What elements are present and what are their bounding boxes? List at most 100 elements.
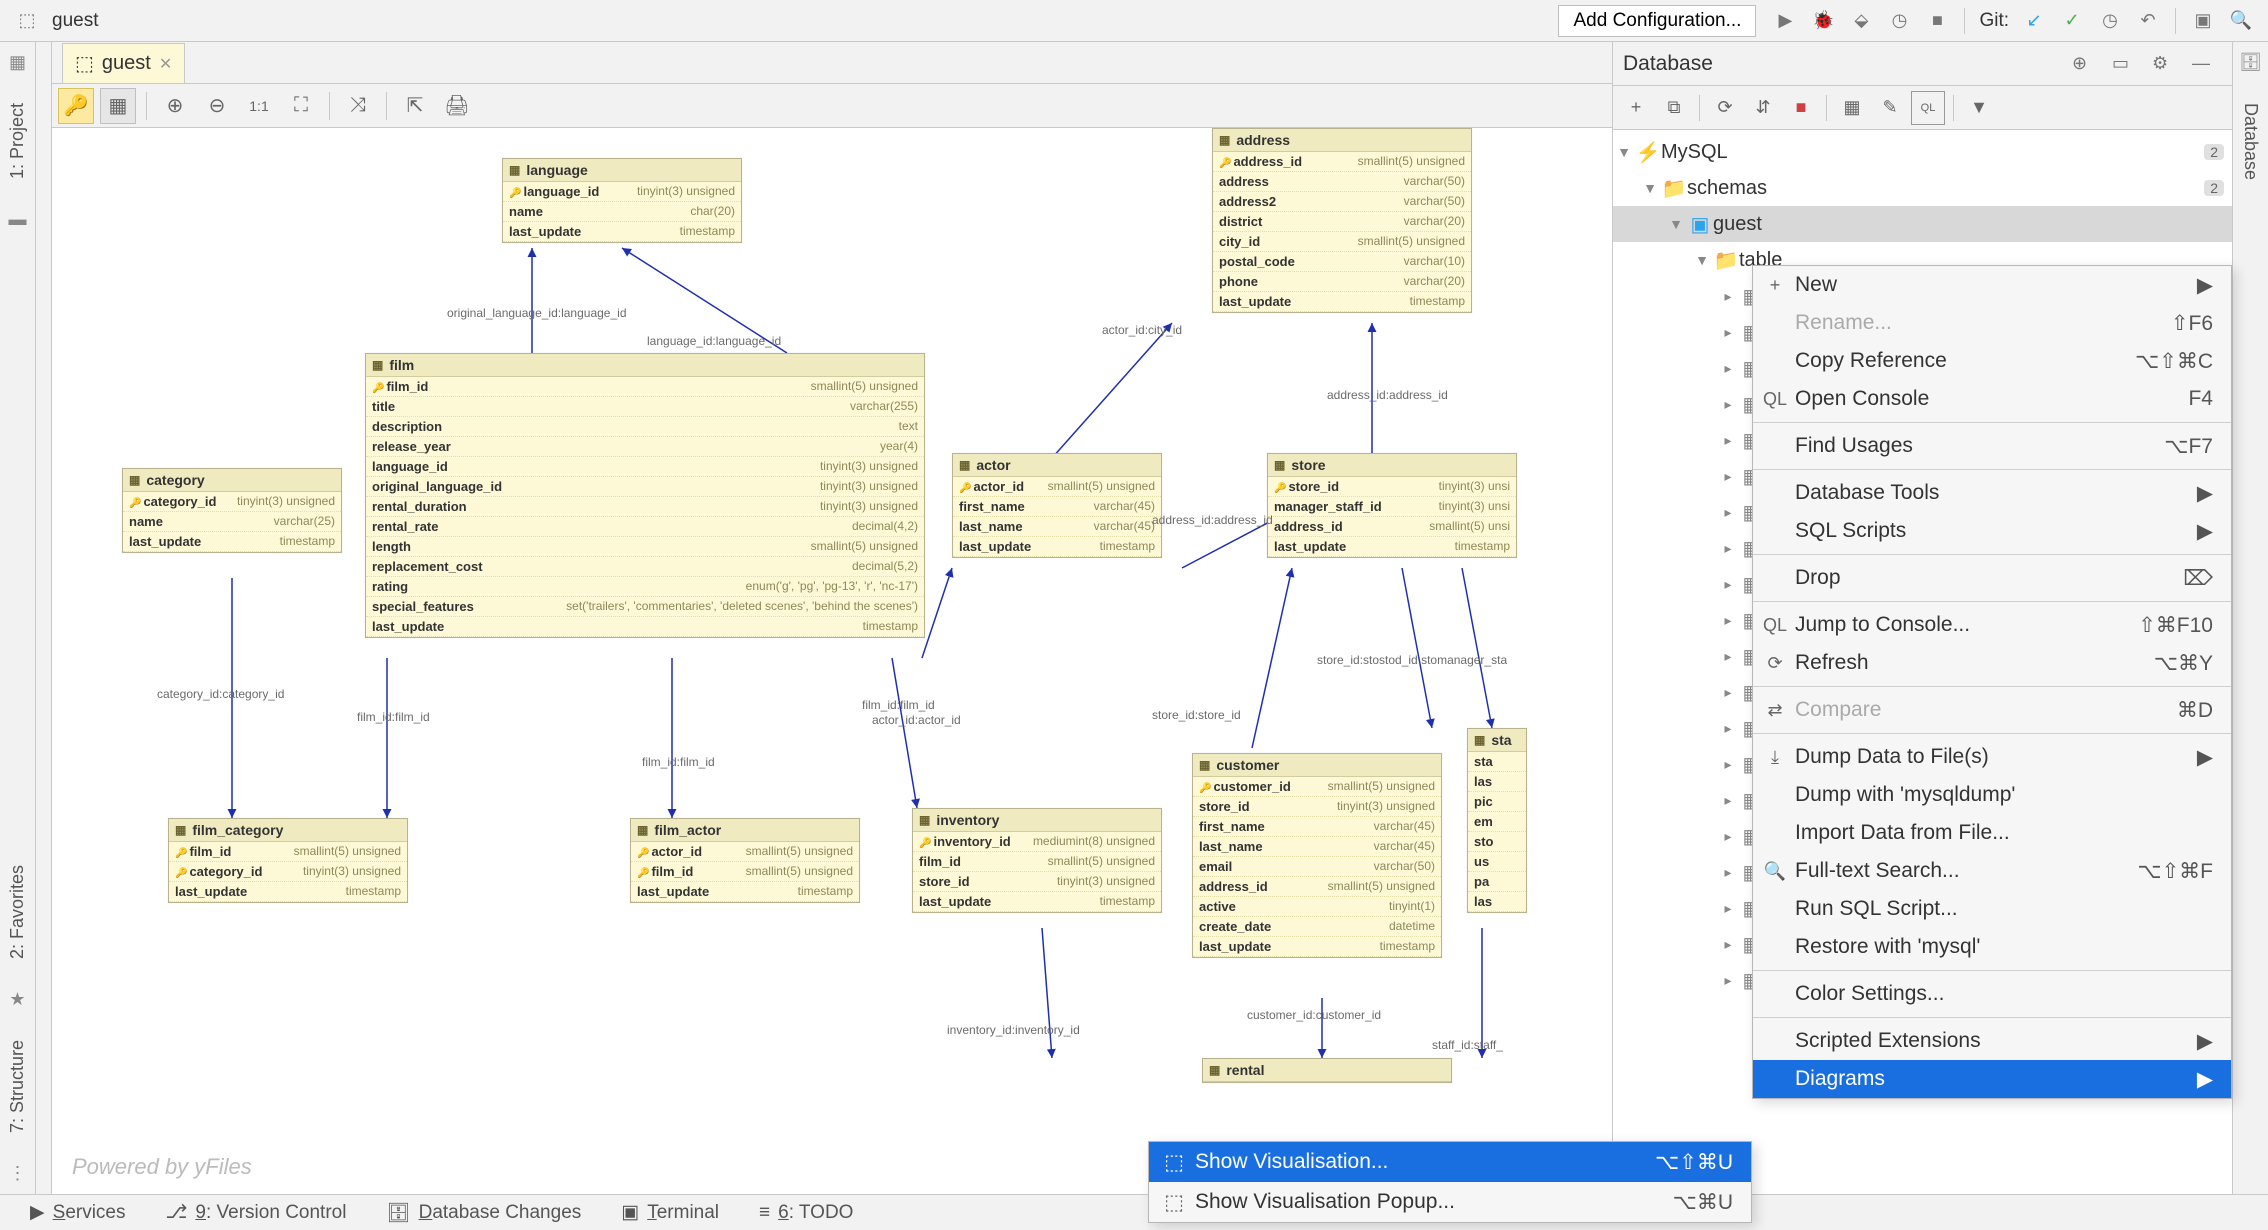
relationship-label: original_language_id:language_id (447, 306, 627, 320)
table-view-icon[interactable]: ▦ (1835, 91, 1869, 125)
menu-item[interactable]: Scripted Extensions▶ (1753, 1022, 2231, 1060)
menu-item[interactable]: Drop⌦ (1753, 559, 2231, 597)
schema-context-menu[interactable]: +New▶Rename...⇧F6Copy Reference⌥⇧⌘CQLOpe… (1752, 265, 2232, 1099)
structure-tool-label[interactable]: 7: Structure (5, 1020, 30, 1153)
favorites-icon[interactable]: ★ (9, 979, 25, 1020)
search-everywhere-icon[interactable]: 🔍 (2224, 4, 2258, 38)
entity-column: last_updatetimestamp (953, 537, 1161, 557)
key-mode-icon[interactable]: 🔑 (58, 88, 94, 124)
menu-item[interactable]: +New▶ (1753, 266, 2231, 304)
duplicate-icon[interactable]: ⧉ (1657, 91, 1691, 125)
bottom-tool-button[interactable]: ▶Services (30, 1201, 126, 1224)
folder-icon[interactable]: ▬ (9, 199, 27, 240)
menu-item[interactable]: Color Settings... (1753, 975, 2231, 1013)
entity-header: store (1268, 454, 1516, 477)
menu-item[interactable]: Find Usages⌥F7 (1753, 427, 2231, 465)
menu-item[interactable]: Restore with 'mysql' (1753, 928, 2231, 966)
diagram-canvas[interactable]: Powered by yFiles languagelanguage_idtin… (52, 128, 1612, 1194)
entity-actor[interactable]: actoractor_idsmallint(5) unsignedfirst_n… (952, 453, 1162, 558)
edit-icon[interactable]: ✎ (1873, 91, 1907, 125)
ql-icon[interactable]: QL (1911, 91, 1945, 125)
filter-icon[interactable]: ▼ (1962, 91, 1996, 125)
run-anything-icon[interactable]: ▣ (2186, 4, 2220, 38)
favorites-tool-label[interactable]: 2: Favorites (5, 845, 30, 979)
structure-icon[interactable]: ⋮ (9, 1153, 27, 1194)
entity-store[interactable]: storestore_idtinyint(3) unsimanager_staf… (1267, 453, 1517, 558)
bottom-tool-button[interactable]: 🗄Database Changes (386, 1201, 581, 1225)
entity-film_category[interactable]: film_categoryfilm_idsmallint(5) unsigned… (168, 818, 408, 903)
menu-item[interactable]: Copy Reference⌥⇧⌘C (1753, 342, 2231, 380)
target-icon[interactable]: ⊕ (2072, 53, 2102, 74)
debug-icon[interactable]: 🐞 (1806, 4, 1840, 38)
database-tool-label[interactable]: Database (2238, 83, 2263, 200)
database-tool-icon[interactable]: 🗄 (2239, 42, 2262, 83)
entity-column: pic (1468, 792, 1526, 812)
entity-address[interactable]: addressaddress_idsmallint(5) unsignedadd… (1212, 128, 1472, 313)
menu-item[interactable]: Run SQL Script... (1753, 890, 2231, 928)
stop-icon[interactable]: ■ (1920, 4, 1954, 38)
tree-row[interactable]: ▼⚡MySQL2 (1613, 134, 2232, 170)
history-icon[interactable]: ◷ (2093, 4, 2127, 38)
bottom-tool-button[interactable]: ⎇9: Version Control (166, 1201, 347, 1224)
menu-item[interactable]: ⟳Refresh⌥⌘Y (1753, 644, 2231, 682)
menu-item[interactable]: Dump with 'mysqldump' (1753, 776, 2231, 814)
layout-icon[interactable]: ⤨ (340, 88, 376, 124)
settings-icon[interactable]: ⚙ (2152, 53, 2182, 74)
menu-item[interactable]: QLJump to Console...⇧⌘F10 (1753, 606, 2231, 644)
submenu-item[interactable]: ⬚Show Visualisation...⌥⇧⌘U (1149, 1142, 1751, 1182)
project-tool-label[interactable]: 1: Project (5, 83, 30, 199)
collapse-icon[interactable]: ▭ (2112, 53, 2142, 74)
entity-column: postal_codevarchar(10) (1213, 252, 1471, 272)
project-tool-icon[interactable]: ▦ (9, 42, 26, 83)
grid-mode-icon[interactable]: ▦ (100, 88, 136, 124)
entity-column: special_featuresset('trailers', 'comment… (366, 597, 924, 617)
export-icon[interactable]: ⇱ (397, 88, 433, 124)
coverage-icon[interactable]: ⬙ (1844, 4, 1878, 38)
close-tab-icon[interactable]: ✕ (159, 54, 172, 74)
entity-customer[interactable]: customercustomer_idsmallint(5) unsigneds… (1192, 753, 1442, 958)
entity-column: film_idsmallint(5) unsigned (169, 842, 407, 862)
add-configuration-button[interactable]: Add Configuration... (1558, 5, 1756, 37)
menu-item[interactable]: Import Data from File... (1753, 814, 2231, 852)
vcs-update-icon[interactable]: ↙ (2017, 4, 2051, 38)
entity-film[interactable]: filmfilm_idsmallint(5) unsignedtitlevarc… (365, 353, 925, 638)
add-datasource-icon[interactable]: + (1619, 91, 1653, 125)
diagrams-submenu[interactable]: ⬚Show Visualisation...⌥⇧⌘U⬚Show Visualis… (1148, 1141, 1752, 1223)
profile-icon[interactable]: ◷ (1882, 4, 1916, 38)
sync-icon[interactable]: ⇵ (1746, 91, 1780, 125)
run-icon[interactable]: ▶ (1768, 4, 1802, 38)
entity-column: last_updatetimestamp (169, 882, 407, 902)
entity-language[interactable]: languagelanguage_idtinyint(3) unsignedna… (502, 158, 742, 243)
hide-panel-icon[interactable]: — (2192, 53, 2222, 74)
actual-size-icon[interactable]: 1:1 (241, 88, 277, 124)
refresh-db-icon[interactable]: ⟳ (1708, 91, 1742, 125)
tree-row[interactable]: ▼📁schemas2 (1613, 170, 2232, 206)
menu-item[interactable]: QLOpen ConsoleF4 (1753, 380, 2231, 418)
bottom-tool-button[interactable]: ≡6: TODO (759, 1202, 853, 1224)
vcs-commit-icon[interactable]: ✓ (2055, 4, 2089, 38)
entity-category[interactable]: categorycategory_idtinyint(3) unsignedna… (122, 468, 342, 553)
entity-rental[interactable]: rental (1202, 1058, 1452, 1083)
relationship-label: language_id:language_id (647, 334, 781, 348)
print-icon[interactable]: 🖨 (439, 88, 475, 124)
submenu-item[interactable]: ⬚Show Visualisation Popup...⌥⌘U (1149, 1182, 1751, 1222)
rollback-icon[interactable]: ↶ (2131, 4, 2165, 38)
menu-item[interactable]: Database Tools▶ (1753, 474, 2231, 512)
entity-column: us (1468, 852, 1526, 872)
fit-content-icon[interactable]: ⛶ (283, 88, 319, 124)
menu-item[interactable]: Diagrams▶ (1753, 1060, 2231, 1098)
entity-header: language (503, 159, 741, 182)
tab-guest[interactable]: ⬚ guest ✕ (62, 43, 185, 83)
stop-db-icon[interactable]: ■ (1784, 91, 1818, 125)
zoom-out-icon[interactable]: ⊖ (199, 88, 235, 124)
tree-row[interactable]: ▼▣guest (1613, 206, 2232, 242)
entity-staff_stub[interactable]: stastalaspicemstouspalas (1467, 728, 1527, 913)
entity-film_actor[interactable]: film_actoractor_idsmallint(5) unsignedfi… (630, 818, 860, 903)
menu-item[interactable]: SQL Scripts▶ (1753, 512, 2231, 550)
entity-inventory[interactable]: inventoryinventory_idmediumint(8) unsign… (912, 808, 1162, 913)
diagram-editor: ⬚ guest ✕ 🔑 ▦ ⊕ ⊖ 1:1 ⛶ ⤨ ⇱ 🖨 Powered by… (52, 42, 1612, 1194)
menu-item[interactable]: ⤓Dump Data to File(s)▶ (1753, 738, 2231, 776)
menu-item[interactable]: 🔍Full-text Search...⌥⇧⌘F (1753, 852, 2231, 890)
bottom-tool-button[interactable]: ▣Terminal (621, 1201, 719, 1224)
zoom-in-icon[interactable]: ⊕ (157, 88, 193, 124)
